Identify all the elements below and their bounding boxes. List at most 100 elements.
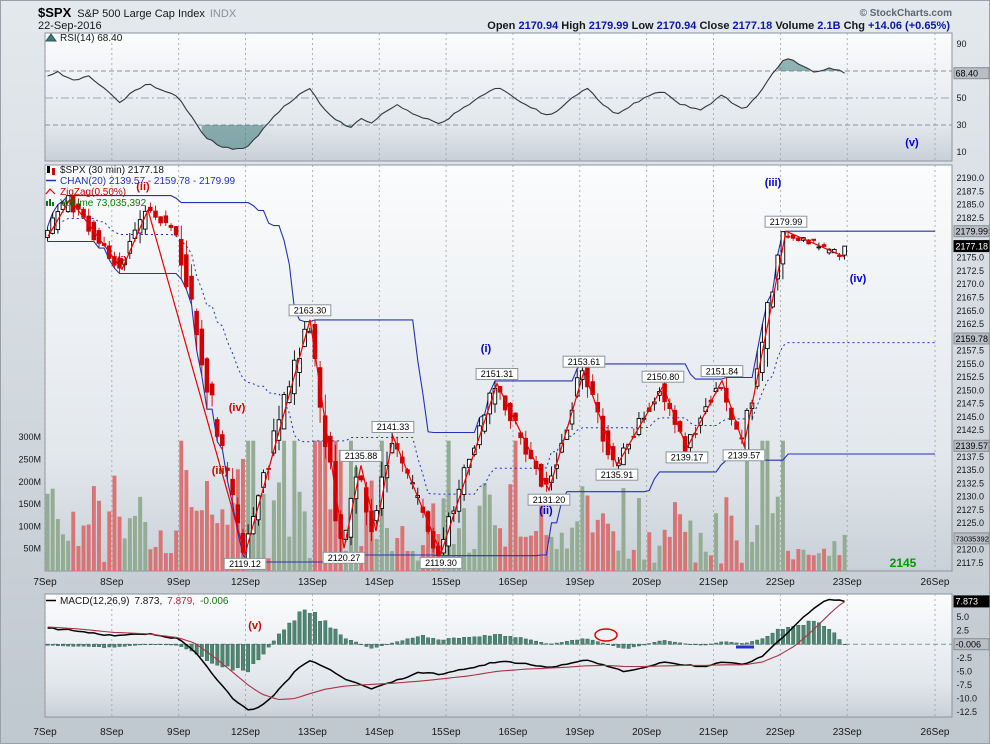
svg-text:22Sep: 22Sep [766, 727, 795, 738]
svg-text:2163.30: 2163.30 [294, 306, 327, 316]
wave-annotation: (ii) [136, 181, 150, 193]
swing-label-box [419, 556, 463, 569]
svg-text:26Sep: 26Sep [921, 577, 950, 588]
svg-text:2141.33: 2141.33 [377, 422, 410, 432]
svg-text:23Sep: 23Sep [833, 577, 862, 588]
wave-annotation: (iii) [765, 177, 782, 189]
svg-text:150M: 150M [18, 499, 41, 509]
svg-text:16Sep: 16Sep [498, 727, 527, 738]
swing-label-box [223, 557, 267, 570]
axis-value-box [953, 532, 990, 545]
svg-text:8Sep: 8Sep [100, 577, 124, 588]
macd-legend: MACD(12,26,9) 7.873, 7.879, -0.006 [60, 596, 229, 607]
svg-text:2151.84: 2151.84 [706, 366, 739, 376]
macd-panel [45, 598, 952, 711]
svg-text:2137.5: 2137.5 [957, 452, 985, 462]
svg-text:90: 90 [957, 39, 967, 49]
svg-text:2.5: 2.5 [957, 626, 970, 636]
svg-text:250M: 250M [18, 454, 41, 464]
chart-render-layer: 7Sep 7Sep 8Sep 8Sep 9Sep 9Sep 12Sep 12Sep 13Sep 1… [18, 32, 990, 738]
wave-annotation: (iii) [212, 465, 229, 477]
svg-text:-5.0: -5.0 [957, 666, 973, 676]
axis-value-box [953, 439, 990, 452]
wave-annotation: (ii) [539, 505, 553, 517]
ellipse-annotation [594, 628, 618, 642]
svg-text:68.40: 68.40 [956, 69, 979, 79]
svg-text:20Sep: 20Sep [632, 577, 661, 588]
macd-value: 7.873, [134, 596, 162, 607]
svg-text:23Sep: 23Sep [833, 727, 862, 738]
svg-text:2182.5: 2182.5 [957, 213, 985, 223]
annotations: (i) (ii) (iii) (iv) (v) (i) (ii) (iii) (iv) (v) 21… [117, 137, 919, 649]
svg-text:2167.5: 2167.5 [957, 293, 985, 303]
svg-text:13Sep: 13Sep [298, 727, 327, 738]
svg-text:2117.5: 2117.5 [957, 558, 984, 568]
svg-text:19Sep: 19Sep [565, 577, 594, 588]
wave-annotation: (i) [117, 255, 128, 267]
svg-text:2119.30: 2119.30 [425, 558, 457, 568]
svg-text:7Sep: 7Sep [33, 727, 57, 738]
svg-text:21Sep: 21Sep [699, 577, 728, 588]
svg-text:-7.5: -7.5 [957, 680, 973, 690]
svg-text:2187.5: 2187.5 [957, 186, 985, 196]
svg-text:2179.99: 2179.99 [770, 217, 803, 227]
svg-text:2131.20: 2131.20 [533, 495, 566, 505]
swing-label-box [700, 365, 744, 378]
svg-text:20Sep: 20Sep [632, 727, 661, 738]
svg-text:200M: 200M [18, 477, 41, 487]
chan-legend: CHAN(20) 2139.57 - 2159.78 - 2179.99 [60, 176, 236, 187]
quote-line: Open 2170.94 High 2179.99 Low 2170.94 Cl… [487, 20, 950, 32]
svg-text:9Sep: 9Sep [167, 727, 191, 738]
svg-text:2120.0: 2120.0 [957, 545, 985, 555]
symbol-label: $SPX [38, 5, 72, 20]
svg-text:22Sep: 22Sep [766, 577, 795, 588]
svg-text:2135.91: 2135.91 [601, 470, 634, 480]
svg-text:10: 10 [957, 147, 967, 157]
svg-text:2177.18: 2177.18 [956, 241, 989, 251]
svg-text:300M: 300M [18, 432, 41, 442]
svg-text:-0.006: -0.006 [956, 640, 982, 650]
svg-text:2147.5: 2147.5 [957, 399, 985, 409]
axis-value-box [953, 225, 990, 238]
svg-text:50M: 50M [23, 544, 41, 554]
svg-text:5.0: 5.0 [957, 612, 970, 622]
swing-label-box [339, 449, 383, 462]
svg-text:13Sep: 13Sep [298, 577, 327, 588]
swing-label-box [665, 451, 709, 464]
zigzag-legend-icon [45, 188, 56, 195]
svg-text:2145.0: 2145.0 [957, 412, 985, 422]
svg-text:2135.88: 2135.88 [345, 451, 378, 461]
svg-text:21Sep: 21Sep [699, 727, 728, 738]
rsi-legend-icon [45, 33, 57, 42]
zigzag-line [47, 198, 845, 557]
date-axis-labels: 7Sep 7Sep 8Sep 8Sep 9Sep 9Sep 12Sep 12Sep 13Sep 1… [33, 577, 950, 738]
swing-label-box [641, 370, 685, 383]
svg-text:7Sep: 7Sep [33, 577, 57, 588]
svg-text:2175.0: 2175.0 [957, 253, 985, 263]
svg-text:2142.5: 2142.5 [957, 425, 985, 435]
swing-label-box [322, 551, 366, 564]
axis-value-box [953, 332, 990, 345]
wave-annotation: (v) [248, 620, 262, 632]
svg-text:15Sep: 15Sep [432, 727, 461, 738]
macd-signal-value: 7.879, [167, 596, 195, 607]
svg-text:2190.0: 2190.0 [957, 173, 985, 183]
copyright: © StockCharts.com [860, 8, 953, 19]
svg-text:2125.0: 2125.0 [957, 518, 985, 528]
svg-text:2120.27: 2120.27 [328, 553, 361, 563]
svg-text:15Sep: 15Sep [432, 577, 461, 588]
swing-label-box [475, 368, 519, 380]
svg-text:2119.12: 2119.12 [229, 559, 261, 569]
rsi-legend: RSI(14) 68.40 [60, 33, 123, 44]
svg-text:2185.0: 2185.0 [957, 200, 985, 210]
axis-value-box [953, 638, 990, 651]
svg-text:9Sep: 9Sep [167, 577, 191, 588]
svg-text:73035392: 73035392 [956, 535, 989, 544]
svg-text:2170.0: 2170.0 [957, 279, 985, 289]
title-row: $SPX S&P 500 Large Cap Index INDX [38, 5, 237, 20]
rsi-panel [45, 58, 952, 150]
svg-text:2165.0: 2165.0 [957, 306, 985, 316]
swing-price-labels: 2119.12 2163.30 2120.27 2135.88 2141.33 2119.… [223, 215, 808, 570]
